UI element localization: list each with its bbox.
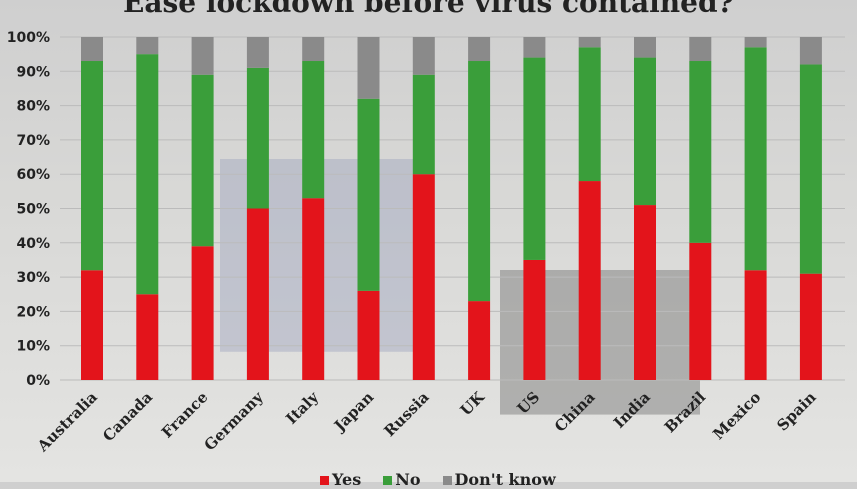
bar-no-russia [412, 74, 435, 175]
legend-item: Yes [320, 470, 361, 489]
bar-yes-france [191, 246, 214, 380]
y-tick-label: 100% [7, 30, 50, 46]
bar-don-t-know-uk [468, 37, 491, 62]
y-tick-label: 30% [16, 270, 50, 286]
bar-don-t-know-india [634, 37, 656, 58]
legend-swatch [442, 476, 452, 485]
bar-no-uk [468, 61, 491, 302]
x-tick-label: Canada [99, 388, 156, 445]
legend-swatch [383, 476, 393, 485]
bar-yes-india [634, 205, 656, 380]
bar-don-t-know-us [523, 37, 546, 58]
y-tick-label: 10% [16, 339, 50, 355]
x-tick-label: India [610, 388, 654, 432]
bar-yes-china [578, 181, 601, 380]
legend: Yes No Don't know [320, 470, 556, 489]
bar-yes-russia [412, 174, 435, 380]
x-tick-label: Spain [773, 388, 819, 434]
legend-swatch [320, 476, 329, 485]
bar-no-us [523, 57, 546, 260]
bar-don-t-know-japan [357, 37, 380, 99]
bar-don-t-know-brazil [689, 37, 712, 62]
legend-label: Yes [332, 470, 362, 489]
bar-yes-us [523, 259, 546, 380]
y-tick-label: 70% [16, 133, 50, 149]
x-tick-label: Italy [282, 387, 323, 428]
bar-yes-mexico [744, 270, 767, 380]
bar-don-t-know-china [578, 37, 601, 48]
bar-don-t-know-australia [81, 37, 103, 62]
y-tick-label: 50% [16, 202, 50, 218]
y-tick-label: 0% [26, 373, 50, 389]
bar-yes-germany [246, 208, 269, 380]
bar-no-japan [357, 98, 380, 291]
bar-yes-australia [81, 270, 103, 380]
bar-don-t-know-france [191, 37, 214, 75]
x-tick-label: Germany [201, 387, 268, 454]
bar-no-mexico [744, 47, 767, 271]
x-tick-label: Japan [329, 388, 377, 436]
bar-no-china [578, 47, 601, 182]
bar-don-t-know-russia [412, 37, 435, 75]
y-tick-label: 20% [16, 304, 50, 320]
bar-don-t-know-mexico [744, 37, 767, 48]
bar-no-australia [81, 61, 103, 271]
bar-no-india [634, 57, 656, 206]
bar-don-t-know-germany [246, 37, 269, 68]
bar-no-spain [799, 64, 822, 274]
legend-item: Don't know [442, 470, 556, 489]
x-tick-label: France [158, 388, 211, 441]
bar-don-t-know-italy [302, 37, 325, 62]
chart-title: Ease lockdown before virus contained? [123, 0, 734, 19]
x-tick-label: US [514, 388, 544, 418]
x-tick-label: Russia [381, 388, 433, 440]
bar-yes-brazil [689, 242, 712, 380]
x-tick-label: China [551, 388, 599, 436]
bar-don-t-know-spain [799, 37, 822, 65]
x-tick-label: Brazil [661, 388, 709, 436]
bar-yes-canada [136, 294, 159, 380]
y-tick-label: 40% [16, 236, 50, 252]
legend-label: No [395, 470, 421, 489]
y-tick-label: 90% [16, 64, 50, 80]
bar-no-brazil [689, 61, 712, 243]
bar-yes-japan [357, 290, 380, 380]
bar-no-italy [302, 61, 325, 199]
bar-no-canada [136, 54, 159, 295]
y-tick-label: 60% [16, 167, 50, 183]
bar-no-france [191, 74, 214, 247]
x-tick-label: Mexico [709, 388, 764, 443]
x-tick-label: UK [457, 387, 489, 419]
bar-yes-uk [468, 301, 491, 380]
y-tick-label: 80% [16, 99, 50, 115]
x-tick-label: Australia [33, 388, 101, 456]
bar-don-t-know-canada [136, 37, 159, 55]
bar-yes-spain [799, 273, 822, 380]
legend-label: Don't know [454, 470, 556, 489]
bar-yes-italy [302, 198, 325, 380]
bar-no-germany [246, 67, 269, 209]
legend-item: No [383, 470, 421, 489]
